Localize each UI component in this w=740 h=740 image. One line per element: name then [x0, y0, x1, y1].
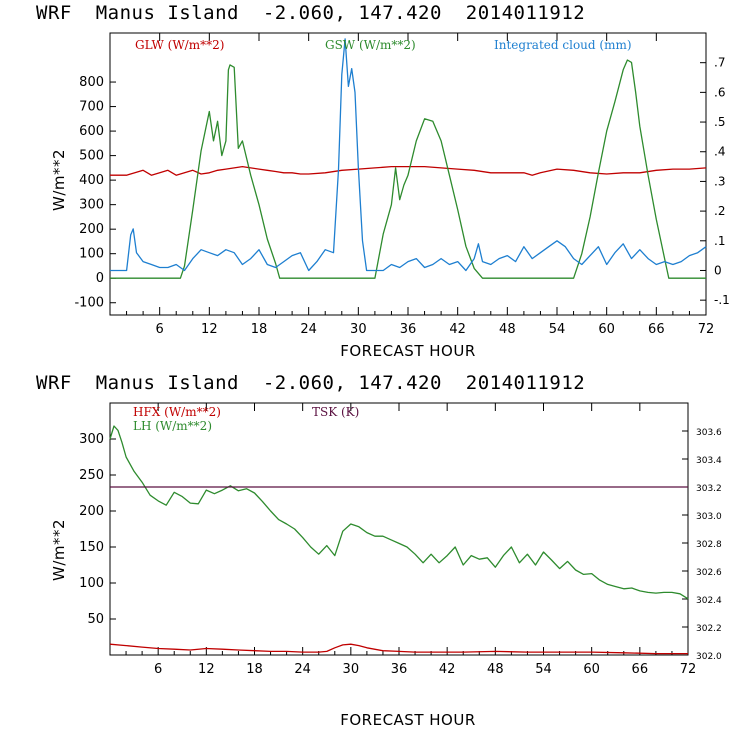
x-tick-label: 6 [154, 662, 162, 677]
x-tick-label: 42 [439, 662, 456, 677]
y2-tick-label: .1 [714, 234, 725, 248]
y-tick-label: 200 [79, 222, 104, 237]
y2-tick-label: 302.0 [696, 652, 722, 662]
x-tick-label: 48 [487, 662, 504, 677]
x-tick-label: 60 [583, 662, 600, 677]
x-tick-label: 30 [350, 322, 367, 337]
y2-tick-label: 303.6 [696, 428, 722, 438]
plot-frame [109, 402, 689, 656]
glw-gsw-cloud-chart: 6 12 18 24 30 36 42 48 54 60 66 72 -100 0 100 200 300 400… [50, 32, 730, 360]
y-tick-label: -100 [74, 296, 104, 311]
x-tick-label: 12 [201, 322, 218, 337]
y2-tick-label: 303.0 [696, 512, 722, 522]
x-tick-label: 18 [246, 662, 263, 677]
y2-tick-label: .2 [714, 204, 725, 218]
chart-1-title: WRF Manus Island -2.060, 147.420 2014011… [36, 2, 586, 24]
y2-tick-label: 303.2 [696, 484, 722, 494]
x-tick-label: 66 [648, 322, 665, 337]
x-axis-label: FORECAST HOUR [340, 342, 476, 360]
x-tick-label: 12 [198, 662, 215, 677]
x-tick-label: 54 [535, 662, 552, 677]
y-tick-label: 50 [87, 612, 104, 627]
chart-2-title: WRF Manus Island -2.060, 147.420 2014011… [36, 372, 586, 394]
y2-tick-label: 0 [714, 263, 722, 277]
x-tick-label: 36 [391, 662, 408, 677]
series-line-integrated [110, 38, 707, 272]
x-tick-label: 60 [598, 322, 615, 337]
y-tick-label: 600 [79, 124, 104, 139]
y-tick-label: 700 [79, 100, 104, 115]
legend-gsw: GSW (W/m**2) [325, 38, 416, 52]
y2-tick-label: .7 [714, 56, 725, 70]
x-tick-label: 30 [343, 662, 360, 677]
y2-tick-label: .3 [714, 174, 725, 188]
y-axis-label: W/m**2 [50, 149, 68, 211]
x-axis-label: FORECAST HOUR [340, 711, 476, 729]
series-line-glw [110, 165, 707, 176]
x-tick-label: 36 [400, 322, 417, 337]
x-tick-label: 24 [294, 662, 311, 677]
y-tick-label: 100 [79, 576, 104, 591]
series-line-gsw [110, 59, 706, 279]
y2-tick-label: .4 [714, 145, 725, 159]
y2-tick-label: 302.2 [696, 624, 722, 634]
y2-tick-label: 302.4 [696, 596, 722, 606]
hfx-lh-tsk-chart: 6 12 18 24 30 36 42 48 54 60 66 72 50 100 150 200 250 300… [50, 402, 722, 729]
x-tick-label: 72 [680, 662, 697, 677]
x-tick-label: 18 [251, 322, 268, 337]
y-tick-label: 800 [79, 75, 104, 90]
legend-lh: LH (W/m**2) [133, 419, 212, 433]
y-tick-label: 300 [79, 432, 104, 447]
x-tick-label: 48 [499, 322, 516, 337]
y-tick-label: 300 [79, 198, 104, 213]
legend-tsk: TSK (K) [312, 405, 359, 419]
y-tick-label: 400 [79, 173, 104, 188]
x-tick-label: 42 [449, 322, 466, 337]
x-tick-label: 54 [549, 322, 566, 337]
x-tick-label: 72 [698, 322, 715, 337]
y-tick-label: 200 [79, 504, 104, 519]
series-line-lh [109, 425, 689, 600]
y2-tick-label: .5 [714, 115, 725, 129]
y-tick-label: 250 [79, 468, 104, 483]
legend-integrated-cloud: Integrated cloud (mm) [494, 38, 632, 52]
x-tick-label: 66 [632, 662, 649, 677]
legend-hfx: HFX (W/m**2) [133, 405, 221, 419]
x-tick-label: 24 [300, 322, 317, 337]
y-tick-label: 100 [79, 247, 104, 262]
y-tick-label: 500 [79, 149, 104, 164]
y2-tick-label: .6 [714, 85, 725, 99]
series-line-hfx [109, 643, 688, 655]
y2-tick-label: 302.6 [696, 568, 722, 578]
y-tick-label: 0 [96, 271, 104, 286]
x-tick-label: 6 [156, 322, 164, 337]
y2-tick-label: 302.8 [696, 540, 722, 550]
y2-tick-label: -.1 [714, 293, 730, 307]
y-axis-label: W/m**2 [50, 519, 68, 581]
y-tick-label: 150 [79, 540, 104, 555]
y2-tick-label: 303.4 [696, 456, 722, 466]
legend-glw: GLW (W/m**2) [135, 38, 224, 52]
